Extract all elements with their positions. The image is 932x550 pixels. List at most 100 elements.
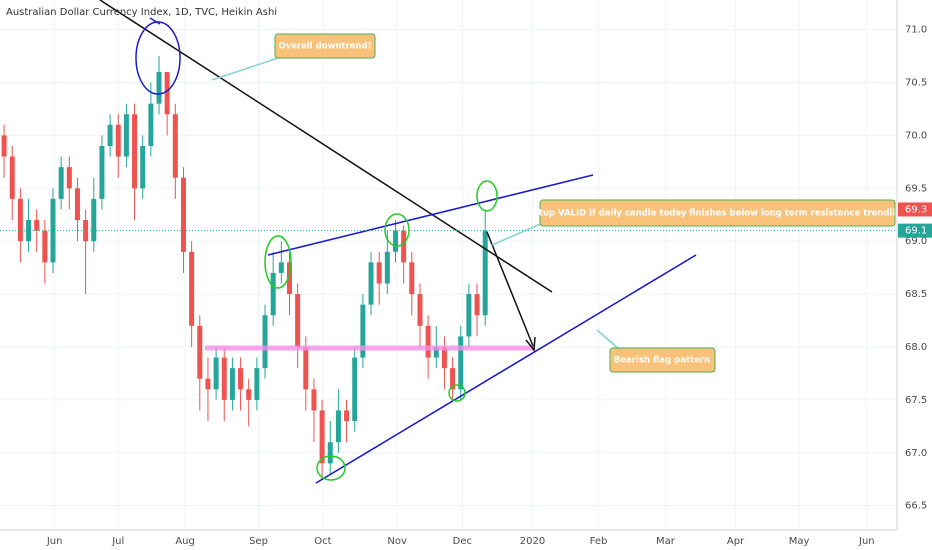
lower-channel-line [315, 254, 697, 484]
price-tag [898, 202, 932, 217]
price-tag-label: 69.1 [905, 226, 927, 237]
circle-marker [476, 180, 498, 212]
circle-marker [384, 213, 410, 247]
candle-body [164, 71, 170, 115]
candles [1, 56, 488, 480]
x-tick-label: Dec [453, 536, 472, 547]
candle-body [474, 294, 480, 316]
candle-body [180, 177, 186, 252]
candle-body [34, 220, 40, 231]
x-tick-label: Jun [46, 536, 63, 547]
candle-body [450, 368, 456, 390]
candle-body [91, 198, 97, 242]
candle-body [441, 346, 447, 369]
callout-box [609, 347, 716, 373]
candle-body [66, 167, 72, 189]
x-tick-label: Nov [387, 536, 407, 547]
x-tick-label: May [789, 536, 810, 547]
candle-body [229, 368, 235, 400]
candle-body [262, 315, 268, 369]
candle-body [360, 304, 366, 358]
x-tick-label: Jun [858, 536, 875, 547]
price-tag-label: 69.3 [905, 204, 927, 215]
candle-body [115, 124, 121, 157]
candle-body [417, 294, 423, 326]
x-tick-label: Apr [727, 536, 745, 547]
candle-body [189, 251, 195, 326]
candle-body [221, 357, 227, 400]
candle-body [17, 198, 23, 242]
candle-body [303, 346, 309, 390]
candle-body [352, 357, 358, 422]
candle-body [433, 346, 439, 358]
callout-box [539, 199, 896, 227]
candle-body [278, 262, 284, 273]
candle-body [156, 71, 162, 104]
candle-body [238, 368, 244, 390]
y-tick-label: 69.5 [905, 183, 927, 194]
candle-body [458, 336, 464, 390]
y-tick-label: 68.0 [905, 342, 927, 353]
price-tag [898, 223, 932, 238]
drawings [99, 0, 896, 484]
annotation: Setup VALID if daily candle today finish… [527, 209, 907, 219]
candle-body [319, 410, 325, 464]
candle-body [26, 220, 32, 242]
x-tick-label: Aug [175, 536, 195, 547]
candle-body [392, 230, 398, 252]
candle-body [50, 198, 56, 263]
y-tick-label: 67.0 [905, 448, 927, 459]
y-tick-label: 69.0 [905, 236, 927, 247]
candle-body [148, 103, 154, 146]
candle-body [9, 156, 15, 199]
candle-body [311, 389, 317, 411]
candle-body [140, 145, 146, 189]
candle-body [205, 378, 211, 390]
circle-marker [264, 235, 292, 289]
candle-body [425, 325, 431, 358]
candle-body [246, 389, 252, 400]
y-tick-label: 66.5 [905, 501, 927, 512]
candle-body [74, 188, 80, 221]
candle-body [172, 114, 178, 178]
candle-body [295, 294, 301, 347]
callout-box [274, 33, 376, 59]
y-tick-label: 68.5 [905, 289, 927, 300]
candle-body [335, 410, 341, 443]
candle-body [327, 442, 333, 464]
candle-body [344, 410, 350, 422]
candle-body [123, 114, 129, 157]
upper-channel-line [267, 174, 594, 256]
downtrend-line [99, 0, 553, 293]
annotation: Overall downtrend! [278, 42, 371, 52]
candle-body [213, 357, 219, 390]
candle-body [254, 368, 260, 400]
candle-body [401, 230, 407, 263]
circle-marker [316, 455, 346, 481]
y-tick-label: 71.0 [905, 25, 927, 36]
candle-body [482, 230, 488, 316]
candle-body [1, 135, 7, 157]
candle-body [197, 325, 203, 379]
candle-body [42, 230, 48, 263]
arrow-head [525, 336, 536, 352]
candle-body [376, 262, 382, 284]
candle-body [409, 262, 415, 295]
circle-marker [448, 384, 466, 402]
arrow-line [486, 231, 534, 347]
x-tick-label: Oct [314, 536, 331, 547]
x-tick-label: 2020 [520, 536, 545, 547]
candle-body [368, 262, 374, 305]
annotation: Bearish flag pattern [614, 356, 710, 366]
candle-body [466, 294, 472, 337]
callout-pointer [491, 221, 546, 246]
chart-title: Australian Dollar Currency Index, 1D, TV… [6, 7, 277, 18]
x-tick-label: Mar [656, 536, 676, 547]
candle-body [132, 114, 138, 189]
x-tick-label: Feb [590, 536, 608, 547]
y-tick-label: 67.5 [905, 395, 927, 406]
candle-body [107, 124, 113, 146]
candle-body [384, 251, 390, 284]
candle-body [99, 145, 105, 199]
